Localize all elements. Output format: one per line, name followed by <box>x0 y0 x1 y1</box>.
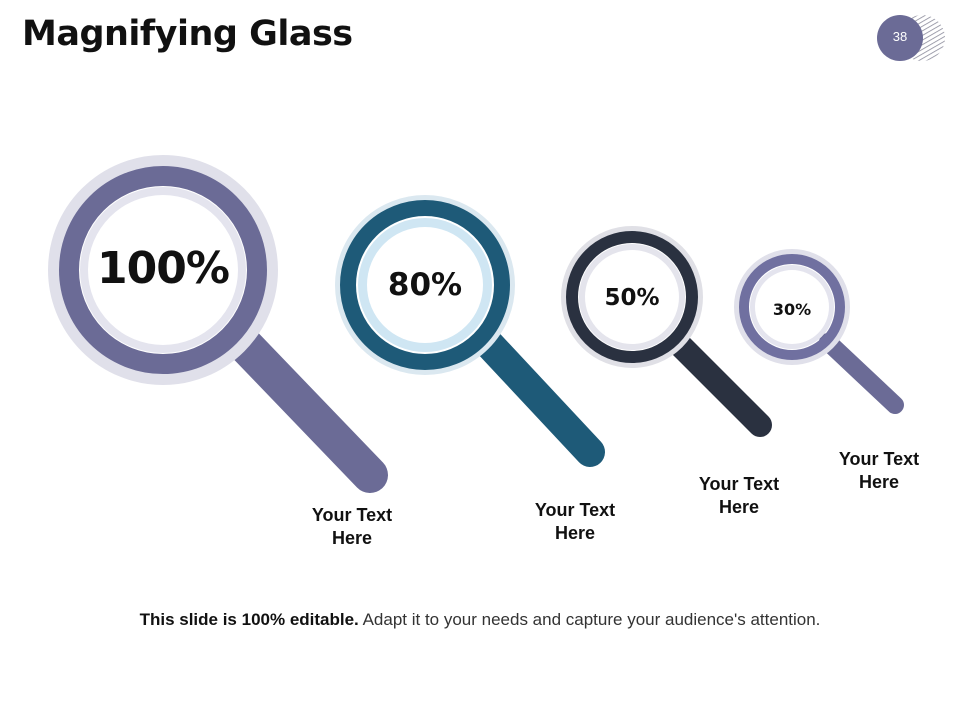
magnifier-4-lens <box>755 270 829 344</box>
magnifier-3-frame <box>566 231 698 363</box>
magnifier-1 <box>48 155 388 493</box>
magnifier-2-lens <box>367 227 483 343</box>
magnifier-1-caption: Your Text Here <box>292 504 412 550</box>
magnifier-3 <box>561 226 772 437</box>
page-badge-circle <box>877 15 923 61</box>
magnifier-1-caption-line1: Your Text <box>311 505 393 525</box>
magnifier-4-caption-line2: Here <box>858 472 900 492</box>
footer-note: This slide is 100% editable. Adapt it to… <box>0 610 960 630</box>
page-number: 38 <box>892 29 908 44</box>
footer-text: Adapt it to your needs and capture your … <box>362 610 821 629</box>
magnifier-1-lens <box>88 195 238 345</box>
magnifier-4-handle <box>819 333 904 414</box>
magnifier-1-frame <box>59 166 267 374</box>
magnifier-4 <box>734 249 904 414</box>
magnifier-1-caption-line2: Here <box>331 528 373 548</box>
magnifier-1-handle <box>227 327 388 493</box>
magnifier-4-frame <box>739 254 845 360</box>
magnifier-2 <box>335 195 605 467</box>
magnifier-2-caption: Your Text Here <box>515 499 635 545</box>
magnifier-4-outer-ring <box>734 249 850 365</box>
page-badge: 38 <box>877 15 947 61</box>
magnifier-1-value: 100% <box>97 243 230 294</box>
page-badge-graphic <box>877 15 945 61</box>
magnifier-4-caption-line1: Your Text <box>838 449 920 469</box>
magnifier-3-caption-line2: Here <box>718 497 760 517</box>
magnifier-2-handle <box>475 330 605 467</box>
footer-bold-text: This slide is 100% editable. <box>139 610 359 629</box>
magnifier-2-caption-line2: Here <box>554 523 596 543</box>
magnifier-3-caption: Your Text Here <box>679 473 799 519</box>
magnifier-4-value: 30% <box>772 300 812 319</box>
magnifier-2-value: 80% <box>387 267 463 303</box>
magnifier-4-caption: Your Text Here <box>819 448 939 494</box>
magnifier-2-caption-line1: Your Text <box>534 500 616 520</box>
magnifier-2-frame <box>340 200 510 370</box>
magnifier-3-caption-line1: Your Text <box>698 474 780 494</box>
magnifier-3-lens <box>585 250 679 344</box>
magnifier-3-handle <box>668 333 772 437</box>
magnifier-3-value: 50% <box>604 285 660 311</box>
slide-title: Magnifying Glass <box>22 14 353 54</box>
